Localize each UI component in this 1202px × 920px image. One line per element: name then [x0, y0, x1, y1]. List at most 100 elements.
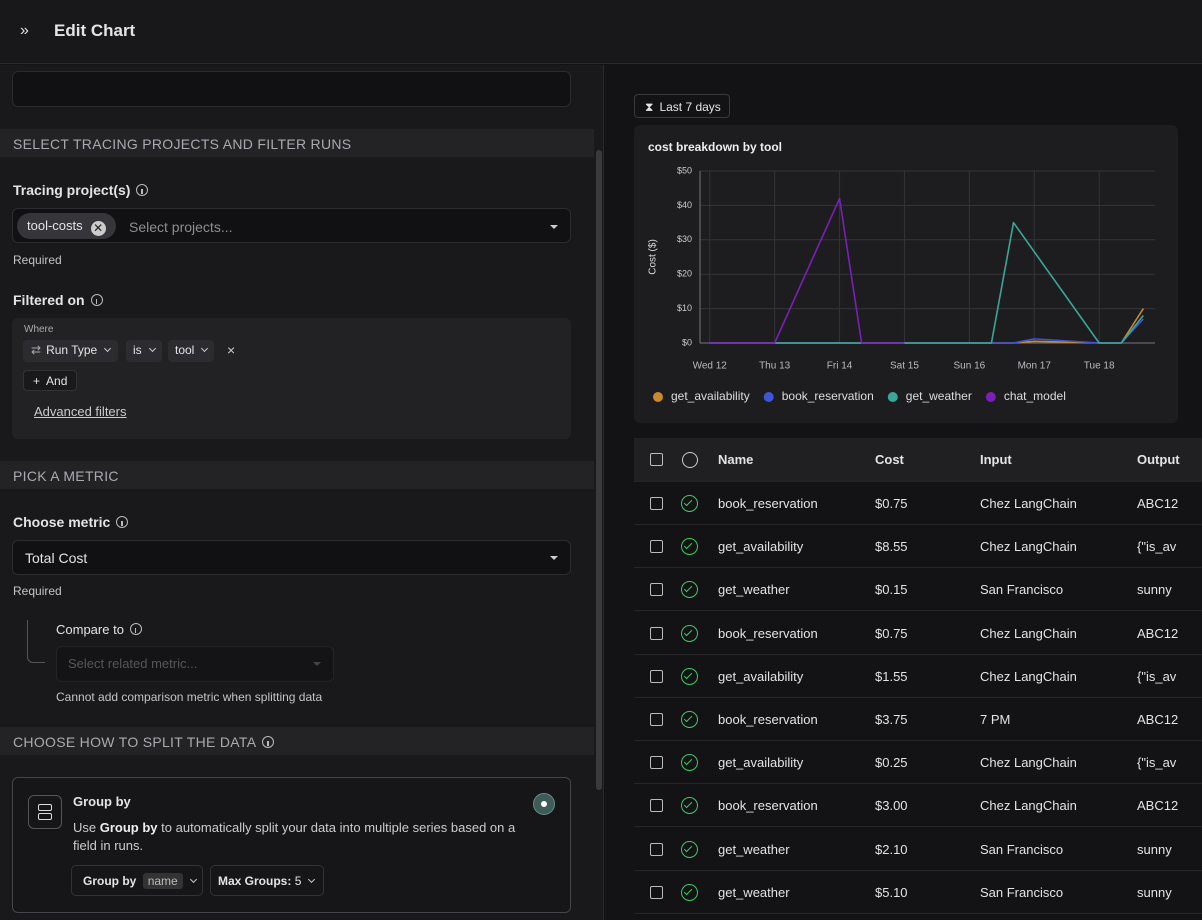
legend-swatch — [653, 392, 663, 402]
compare-select — [56, 646, 334, 682]
button-text: And — [46, 374, 68, 388]
heading-text: CHOOSE HOW TO SPLIT THE DATA — [13, 734, 257, 750]
table-row[interactable]: book_reservation $0.75 Chez LangChain ABC12 — [634, 482, 1202, 525]
cell: sunny — [1137, 884, 1172, 900]
table-row[interactable]: book_reservation $0.75 Chez LangChain ABC12 — [634, 612, 1202, 655]
legend-label: chat_model — [1004, 389, 1066, 403]
cell: ABC12 — [1137, 712, 1179, 727]
cell: ABC12 — [1137, 496, 1179, 511]
y-tick-label: $10 — [677, 303, 692, 313]
row-checkbox[interactable] — [650, 799, 663, 813]
filter-field[interactable]: ⇄ Run Type — [23, 340, 119, 362]
cell: Chez LangChain — [980, 798, 1077, 814]
chip-text: tool-costs — [27, 218, 83, 233]
row-checkbox[interactable] — [650, 713, 663, 726]
row-checkbox[interactable] — [650, 842, 663, 856]
x-tick-label: Wed 12 — [693, 361, 728, 372]
table-row[interactable]: get_availability $8.55 Chez LangChain {"is_… — [634, 525, 1202, 569]
row-checkbox[interactable] — [650, 885, 663, 899]
remove-chip[interactable]: ✕ — [90, 221, 106, 236]
status-icon — [681, 797, 698, 815]
group-by-button[interactable]: Group by name — [71, 865, 203, 896]
column-header: Output — [1137, 452, 1180, 467]
cell: book_reservation — [718, 625, 818, 641]
series-line — [709, 197, 905, 344]
cell: get_weather — [718, 884, 790, 900]
metric-select[interactable] — [12, 540, 571, 575]
cell: get_availability — [718, 668, 804, 684]
radio-selected[interactable] — [533, 793, 555, 815]
remove-filter[interactable]: × — [227, 342, 236, 358]
status-icon — [681, 667, 698, 685]
note: Required — [13, 253, 62, 267]
legend-swatch — [763, 392, 774, 402]
chart: cost breakdown by tool Cost ($) $0 $10 $20… — [648, 140, 1155, 403]
and-button[interactable]: + And — [23, 370, 78, 391]
project-chip: tool-costs ✕ — [17, 213, 116, 239]
time-range-button[interactable]: ⧗ Last 7 days — [634, 94, 730, 118]
table-row[interactable]: book_reservation $3.00 Chez LangChain ABC12 — [634, 784, 1202, 828]
chart-title: cost breakdown by tool — [648, 140, 782, 154]
desc-text: to automatically split your data into mu… — [73, 820, 516, 853]
select-value: Total Cost — [25, 550, 88, 566]
cell: $0.75 — [875, 625, 908, 641]
table-row[interactable]: get_weather $0.15 San Francisco sunny — [634, 568, 1202, 612]
max-groups-button[interactable]: Max Groups: 5 — [210, 865, 324, 896]
cell: Chez LangChain — [980, 755, 1077, 771]
cell: $0.25 — [875, 755, 908, 771]
desc-bold: Group by — [99, 820, 158, 835]
status-icon — [681, 538, 698, 556]
table-row[interactable]: get_weather $5.10 San Francisco sunny — [634, 871, 1202, 914]
row-checkbox[interactable] — [650, 540, 663, 554]
cell: $0.15 — [875, 582, 908, 598]
row-checkbox[interactable] — [650, 756, 663, 770]
header-checkbox[interactable] — [650, 453, 663, 466]
button-value: 5 — [294, 874, 302, 888]
x-tick-label: Sun 16 — [954, 361, 986, 372]
table-row[interactable]: get_availability $0.25 Chez LangChain {"is_… — [634, 741, 1202, 785]
filter-value[interactable]: tool — [168, 340, 215, 362]
collapse-button[interactable]: » — [20, 22, 29, 39]
info-icon[interactable] — [262, 736, 275, 748]
advanced-filters-link[interactable]: Advanced filters — [34, 404, 127, 419]
info-icon[interactable] — [90, 294, 103, 306]
info-icon[interactable] — [116, 516, 129, 528]
info-icon[interactable] — [136, 184, 149, 196]
button-text: Last 7 days — [659, 100, 721, 114]
card-title: Group by — [73, 794, 131, 809]
section-heading: PICK A METRIC — [0, 461, 594, 489]
cell: ABC12 — [1137, 625, 1179, 641]
cell: book_reservation — [718, 712, 818, 727]
cell: $8.55 — [875, 539, 908, 555]
scrollbar[interactable] — [596, 150, 602, 790]
button-text: Group by — [83, 874, 137, 888]
y-tick-label: $50 — [677, 165, 692, 175]
label-text: Compare to — [56, 622, 124, 637]
x-tick-label: Fri 14 — [827, 361, 853, 372]
bracket — [27, 620, 45, 663]
x-tick-label: Thu 13 — [759, 361, 791, 372]
x-tick-label: Tue 18 — [1084, 361, 1115, 372]
table-row[interactable]: get_weather $2.10 San Francisco sunny — [634, 828, 1202, 871]
field-chip: name — [142, 873, 183, 889]
column-header: Input — [980, 452, 1012, 467]
row-checkbox[interactable] — [650, 583, 663, 597]
table-row[interactable]: book_reservation $3.75 7 PM ABC12 — [634, 698, 1202, 741]
field-label: Choose metric — [13, 514, 129, 530]
name-input[interactable] — [12, 71, 571, 107]
cell: book_reservation — [718, 798, 818, 814]
label-text: Choose metric — [13, 514, 111, 530]
row-checkbox[interactable] — [650, 669, 663, 683]
filter-operator[interactable]: is — [126, 340, 162, 362]
dropdown-arrow — [550, 556, 558, 560]
y-axis-label: Cost ($) — [648, 239, 659, 275]
table-row[interactable]: get_availability $1.55 Chez LangChain {"is_… — [634, 655, 1202, 698]
cell: Chez LangChain — [980, 496, 1077, 511]
info-icon[interactable] — [129, 623, 142, 635]
group-card[interactable] — [12, 777, 571, 913]
row-checkbox[interactable] — [650, 497, 663, 510]
note: Cannot add comparison metric when splitt… — [56, 690, 323, 704]
row-checkbox[interactable] — [650, 626, 663, 640]
status-icon — [681, 840, 698, 858]
legend-label: book_reservation — [782, 389, 874, 403]
